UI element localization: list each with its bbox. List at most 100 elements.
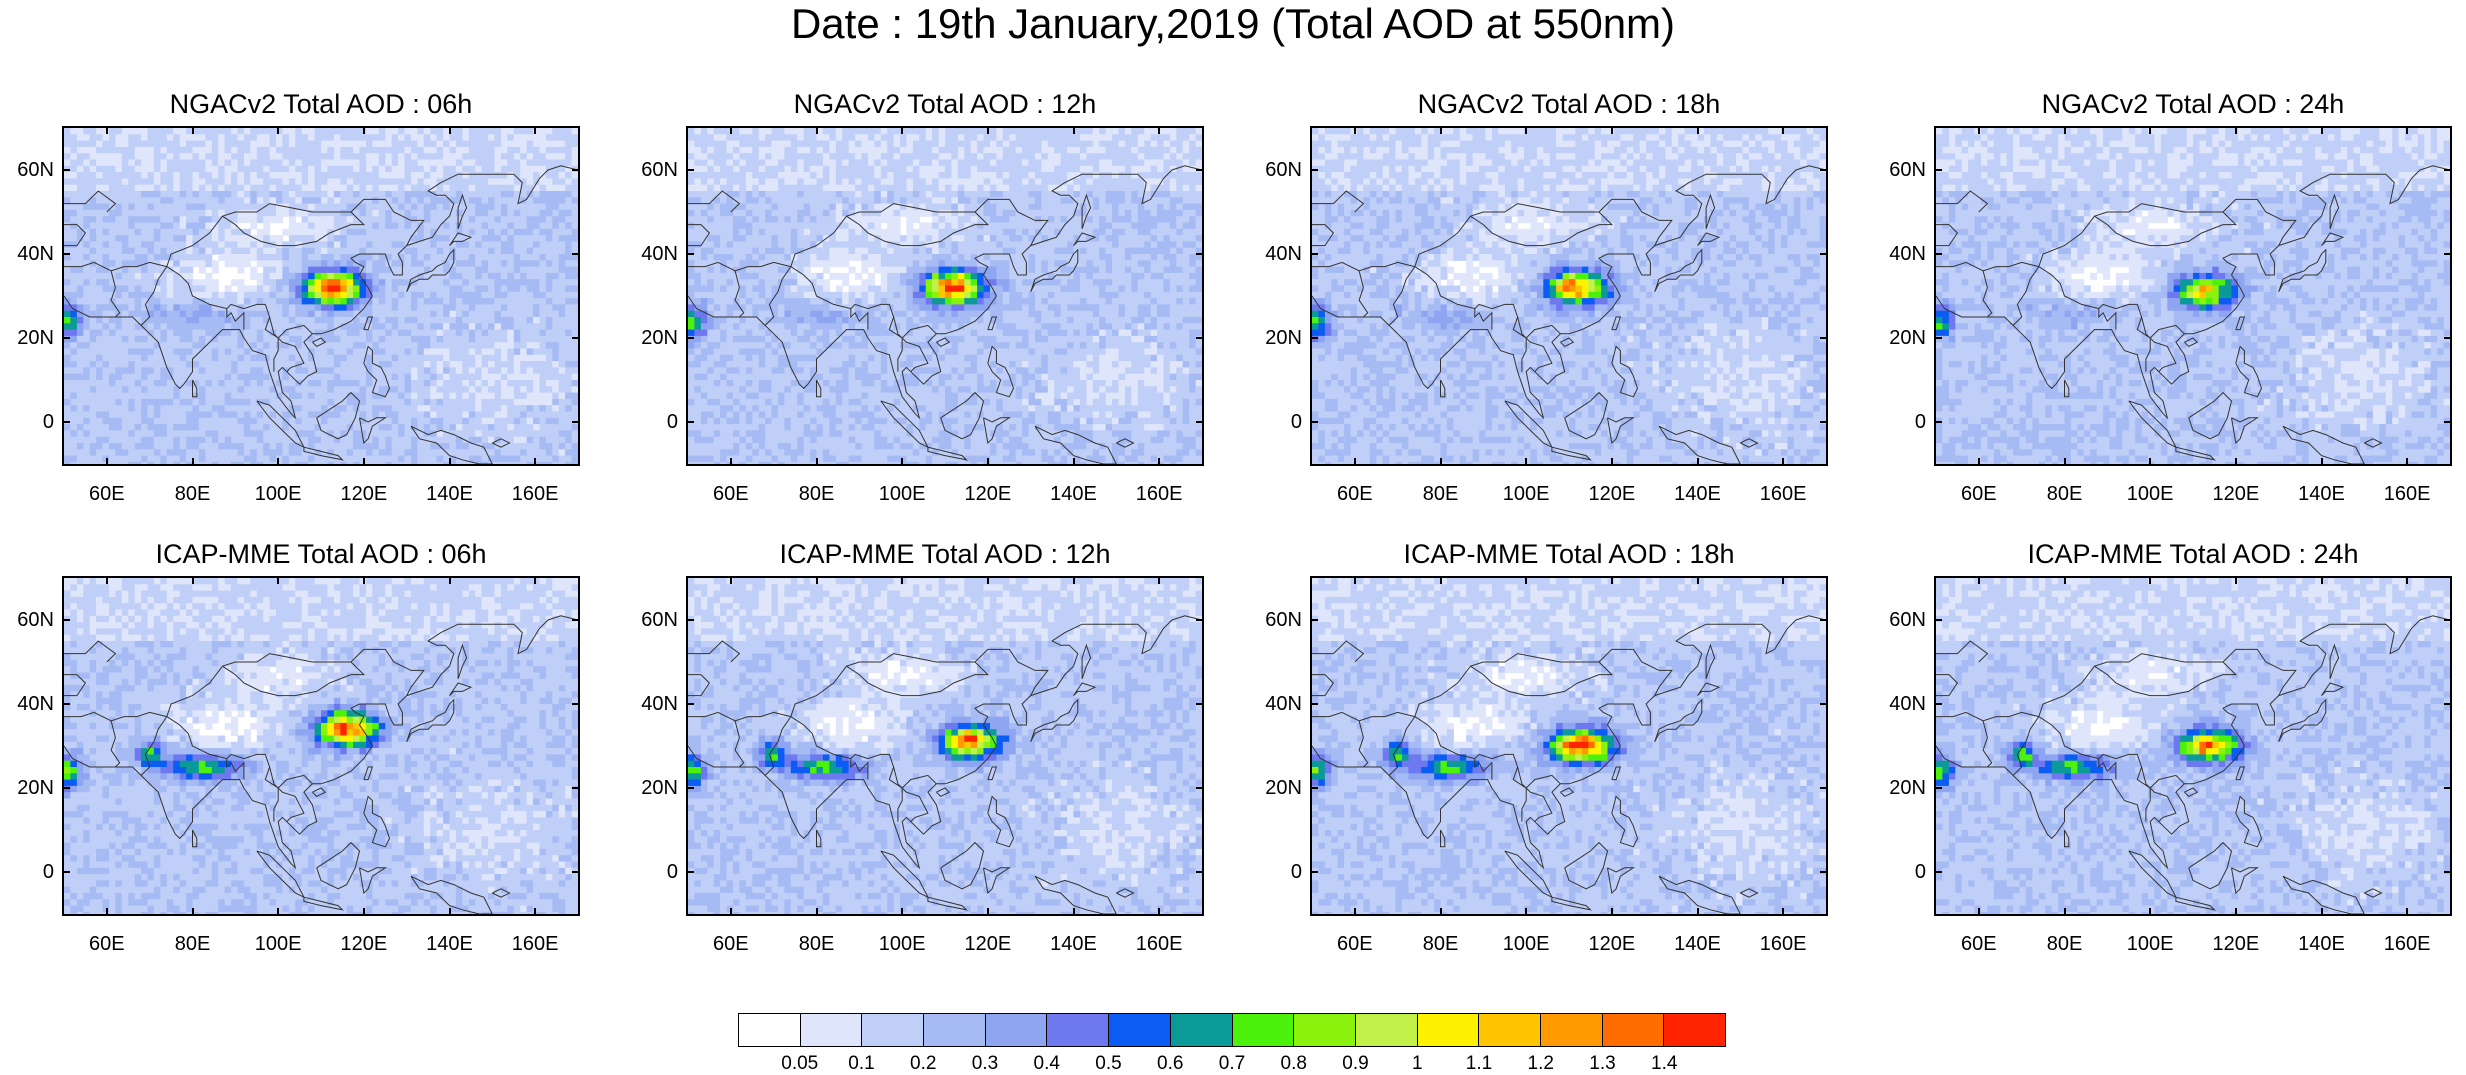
panel-title: ICAP-MME Total AOD : 12h xyxy=(686,538,1204,570)
x-tick-label: 100E xyxy=(1496,932,1556,956)
y-tick-label: 20N xyxy=(1872,776,1926,800)
y-tick-mark xyxy=(2444,421,2452,423)
y-tick-mark xyxy=(1934,619,1942,621)
y-tick-mark xyxy=(1196,871,1204,873)
x-tick-mark xyxy=(1978,908,1980,916)
x-tick-label: 80E xyxy=(163,482,223,506)
y-tick-mark xyxy=(686,619,694,621)
colorbar-cell xyxy=(1479,1014,1541,1046)
panel-title: ICAP-MME Total AOD : 06h xyxy=(62,538,580,570)
y-tick-mark xyxy=(1820,169,1828,171)
x-tick-mark xyxy=(1611,126,1613,134)
colorbar-level-label: 1 xyxy=(1387,1053,1447,1075)
x-tick-mark xyxy=(106,908,108,916)
x-tick-mark xyxy=(1354,126,1356,134)
colorbar-cell xyxy=(1418,1014,1480,1046)
x-tick-mark xyxy=(1440,576,1442,584)
x-tick-mark xyxy=(1782,908,1784,916)
x-tick-mark xyxy=(106,458,108,466)
y-tick-mark xyxy=(62,703,70,705)
y-tick-mark xyxy=(572,421,580,423)
x-tick-mark xyxy=(2235,908,2237,916)
y-tick-label: 20N xyxy=(0,326,54,350)
colorbar-level-label: 1.4 xyxy=(1634,1053,1694,1075)
colorbar-cell xyxy=(801,1014,863,1046)
x-tick-label: 160E xyxy=(505,932,565,956)
colorbar-cell xyxy=(1541,1014,1603,1046)
x-tick-mark xyxy=(2235,458,2237,466)
colorbar-level-label: 0.6 xyxy=(1140,1053,1200,1075)
y-tick-mark xyxy=(1934,253,1942,255)
y-tick-mark xyxy=(62,337,70,339)
y-tick-label: 0 xyxy=(0,410,54,434)
y-tick-label: 60N xyxy=(0,158,54,182)
y-tick-label: 40N xyxy=(0,242,54,266)
y-tick-mark xyxy=(1820,787,1828,789)
x-tick-mark xyxy=(730,458,732,466)
x-tick-label: 160E xyxy=(1129,932,1189,956)
x-tick-mark xyxy=(1782,576,1784,584)
y-tick-mark xyxy=(2444,787,2452,789)
x-tick-mark xyxy=(816,576,818,584)
y-tick-label: 40N xyxy=(624,242,678,266)
y-tick-mark xyxy=(1310,421,1318,423)
aod-grid xyxy=(1312,578,1826,914)
colorbar-cell xyxy=(1047,1014,1109,1046)
x-tick-mark xyxy=(901,908,903,916)
map-frame xyxy=(1934,576,2452,916)
x-tick-mark xyxy=(2406,908,2408,916)
colorbar-level-label: 0.3 xyxy=(955,1053,1015,1075)
aod-grid xyxy=(1936,578,2450,914)
x-tick-mark xyxy=(2235,126,2237,134)
y-tick-label: 40N xyxy=(0,692,54,716)
y-tick-label: 0 xyxy=(0,860,54,884)
map-frame xyxy=(686,576,1204,916)
y-tick-mark xyxy=(1934,421,1942,423)
map-frame xyxy=(1310,126,1828,466)
x-tick-mark xyxy=(1525,126,1527,134)
y-tick-mark xyxy=(1934,787,1942,789)
x-tick-mark xyxy=(1073,576,1075,584)
x-tick-mark xyxy=(192,126,194,134)
x-tick-label: 140E xyxy=(420,932,480,956)
y-tick-label: 40N xyxy=(1248,692,1302,716)
x-tick-mark xyxy=(363,126,365,134)
colorbar-level-label: 0.5 xyxy=(1079,1053,1139,1075)
x-tick-mark xyxy=(363,576,365,584)
x-tick-mark xyxy=(730,908,732,916)
x-tick-mark xyxy=(2149,908,2151,916)
x-tick-label: 120E xyxy=(334,482,394,506)
x-tick-mark xyxy=(2149,458,2151,466)
y-tick-mark xyxy=(686,871,694,873)
x-tick-mark xyxy=(1978,576,1980,584)
y-tick-mark xyxy=(1820,253,1828,255)
x-tick-label: 100E xyxy=(872,482,932,506)
x-tick-label: 120E xyxy=(2206,482,2266,506)
aod-map xyxy=(1936,128,2450,464)
y-tick-mark xyxy=(1196,169,1204,171)
x-tick-label: 80E xyxy=(1411,482,1471,506)
x-tick-label: 140E xyxy=(2292,932,2352,956)
x-tick-mark xyxy=(1073,458,1075,466)
x-tick-mark xyxy=(2406,458,2408,466)
y-tick-mark xyxy=(2444,253,2452,255)
x-tick-mark xyxy=(192,908,194,916)
colorbar-cell xyxy=(1603,1014,1665,1046)
y-tick-mark xyxy=(1196,421,1204,423)
y-tick-label: 40N xyxy=(1872,692,1926,716)
map-frame xyxy=(62,126,580,466)
y-tick-mark xyxy=(1820,871,1828,873)
x-tick-mark xyxy=(1073,908,1075,916)
y-tick-mark xyxy=(1196,253,1204,255)
panel-title: NGACv2 Total AOD : 12h xyxy=(686,88,1204,120)
x-tick-mark xyxy=(1158,458,1160,466)
y-tick-mark xyxy=(62,169,70,171)
y-tick-mark xyxy=(686,337,694,339)
map-frame xyxy=(1310,576,1828,916)
y-tick-mark xyxy=(686,703,694,705)
y-tick-mark xyxy=(1310,871,1318,873)
